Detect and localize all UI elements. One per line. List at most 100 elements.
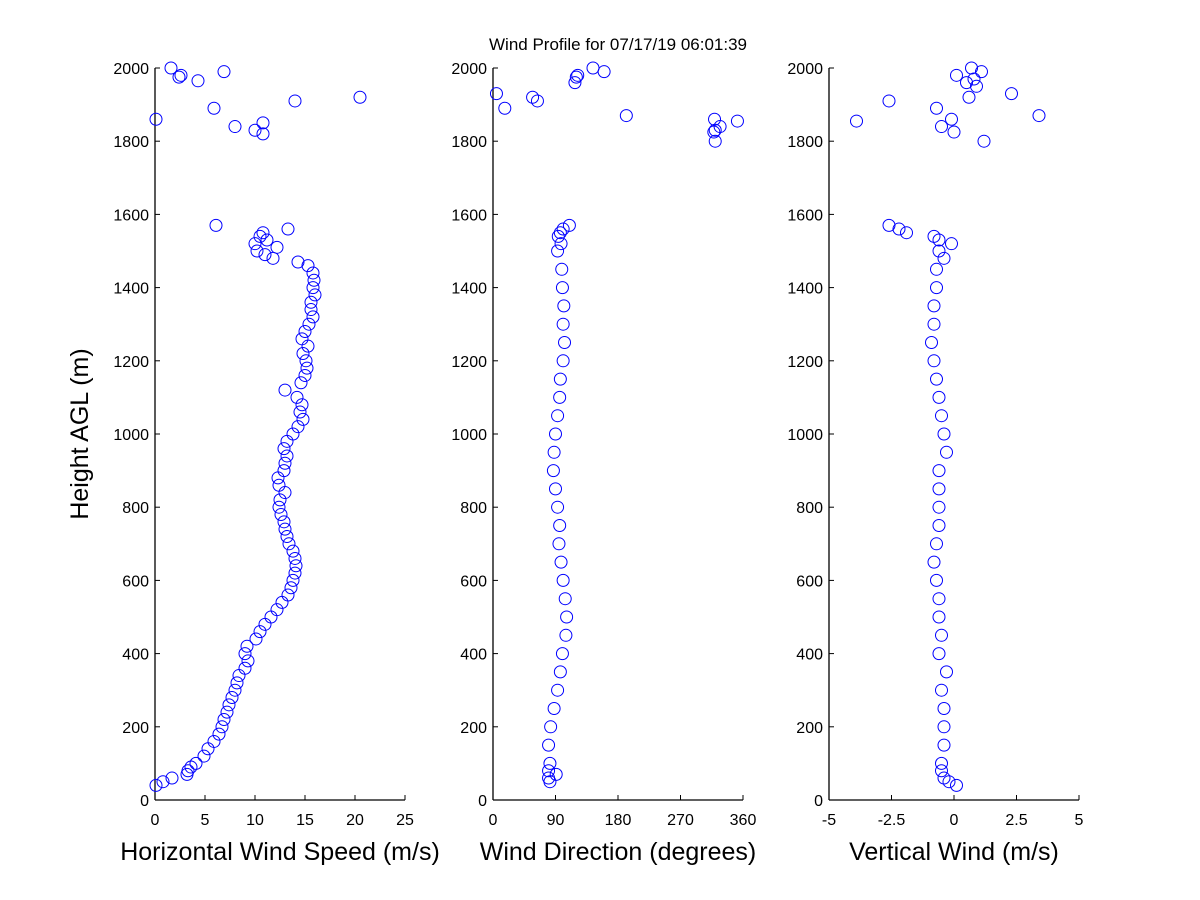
y-tick-label: 1800 bbox=[451, 134, 487, 151]
y-tick-label: 400 bbox=[122, 647, 149, 664]
data-point bbox=[165, 771, 179, 785]
y-tick-label: 1400 bbox=[113, 281, 149, 298]
x-tick-label: 5 bbox=[201, 812, 210, 829]
data-point bbox=[295, 398, 309, 412]
data-point bbox=[212, 727, 226, 741]
y-tick-label: 0 bbox=[478, 793, 487, 810]
data-point bbox=[172, 70, 186, 84]
data-point bbox=[557, 299, 571, 313]
data-point bbox=[977, 134, 991, 148]
data-point bbox=[970, 79, 983, 93]
data-point bbox=[713, 120, 727, 134]
y-tick-label: 1800 bbox=[113, 134, 149, 151]
data-point bbox=[543, 756, 557, 770]
data-point bbox=[298, 325, 312, 339]
x-tick-label: -5 bbox=[822, 812, 836, 829]
y-tick-label: 800 bbox=[460, 500, 487, 517]
data-point bbox=[542, 764, 556, 778]
data-point bbox=[962, 90, 976, 104]
chart-title: Wind Profile for 07/17/19 06:01:39 bbox=[489, 35, 747, 54]
data-point bbox=[222, 698, 236, 712]
data-point bbox=[925, 336, 938, 349]
data-point bbox=[930, 573, 943, 587]
data-point bbox=[299, 354, 313, 368]
data-point bbox=[932, 390, 946, 404]
data-point bbox=[306, 266, 320, 280]
data-point bbox=[930, 262, 943, 276]
data-point bbox=[553, 519, 567, 532]
data-point bbox=[554, 237, 568, 251]
subplot-2: 0 200 400 600 800 1000 1200 1400 1600 1800 2000 0 90… bbox=[451, 61, 756, 866]
data-point bbox=[882, 218, 896, 232]
data-point bbox=[546, 464, 560, 478]
data-point bbox=[215, 720, 229, 734]
data-point bbox=[556, 354, 570, 368]
data-point bbox=[553, 665, 567, 679]
data-point bbox=[927, 317, 941, 331]
data-point bbox=[277, 442, 291, 456]
data-point bbox=[149, 778, 163, 792]
y-axis-label: Height AGL (m) bbox=[66, 348, 94, 519]
data-point bbox=[298, 368, 312, 382]
x-tick-label: 20 bbox=[346, 812, 364, 829]
data-point bbox=[306, 310, 320, 324]
data-point bbox=[547, 702, 561, 715]
data-point bbox=[277, 515, 291, 529]
data-point bbox=[1032, 109, 1046, 123]
data-point bbox=[562, 218, 576, 232]
data-point bbox=[900, 226, 913, 240]
data-point bbox=[281, 222, 295, 236]
data-point bbox=[927, 354, 941, 368]
data-point bbox=[544, 720, 558, 734]
data-point bbox=[530, 94, 544, 108]
data-point bbox=[549, 767, 563, 781]
data-point bbox=[256, 127, 270, 141]
data-point bbox=[730, 114, 744, 128]
data-point bbox=[290, 390, 304, 404]
data-point bbox=[304, 295, 318, 309]
y-tick-label: 600 bbox=[796, 573, 823, 590]
data-point bbox=[549, 427, 562, 441]
data-point bbox=[552, 537, 566, 551]
data-point bbox=[555, 647, 569, 661]
data-point bbox=[256, 226, 270, 240]
data-point bbox=[288, 551, 302, 565]
data-point bbox=[228, 683, 242, 697]
y-tick-label: 1000 bbox=[787, 427, 823, 444]
data-point bbox=[207, 734, 221, 748]
data-point bbox=[293, 405, 307, 419]
data-point bbox=[542, 738, 556, 752]
data-point bbox=[619, 109, 633, 123]
data-point bbox=[289, 559, 303, 573]
y-tick-label: 600 bbox=[122, 573, 149, 590]
data-point bbox=[280, 449, 294, 463]
data-point bbox=[304, 303, 318, 317]
data-point bbox=[927, 555, 941, 569]
data-point bbox=[164, 61, 178, 75]
y-tick-label: 1400 bbox=[787, 281, 823, 298]
subplot-1: 0 200 400 600 800 1000 1200 1400 1600 1800 2000 0 5 1… bbox=[113, 61, 439, 866]
y-tick-label: 0 bbox=[140, 793, 149, 810]
data-point bbox=[253, 229, 267, 243]
data-point bbox=[288, 566, 302, 580]
data-point bbox=[932, 464, 946, 478]
data-point bbox=[555, 281, 569, 295]
data-point bbox=[930, 537, 943, 551]
data-point bbox=[930, 281, 943, 295]
data-point bbox=[302, 317, 316, 331]
data-point bbox=[220, 705, 234, 719]
x-axis-label: Horizontal Wind Speed (m/s) bbox=[120, 838, 440, 866]
data-point bbox=[932, 482, 946, 496]
data-point bbox=[558, 336, 572, 349]
data-point bbox=[274, 508, 288, 522]
y-tick-label: 2000 bbox=[113, 61, 149, 78]
data-point bbox=[950, 68, 963, 82]
y-tick-label: 1400 bbox=[451, 281, 487, 298]
data-point bbox=[560, 610, 574, 624]
data-point bbox=[238, 647, 252, 661]
data-point bbox=[288, 94, 302, 108]
data-point bbox=[935, 628, 948, 642]
x-axis-label: Wind Direction (degrees) bbox=[480, 838, 757, 866]
data-point bbox=[1005, 87, 1018, 101]
